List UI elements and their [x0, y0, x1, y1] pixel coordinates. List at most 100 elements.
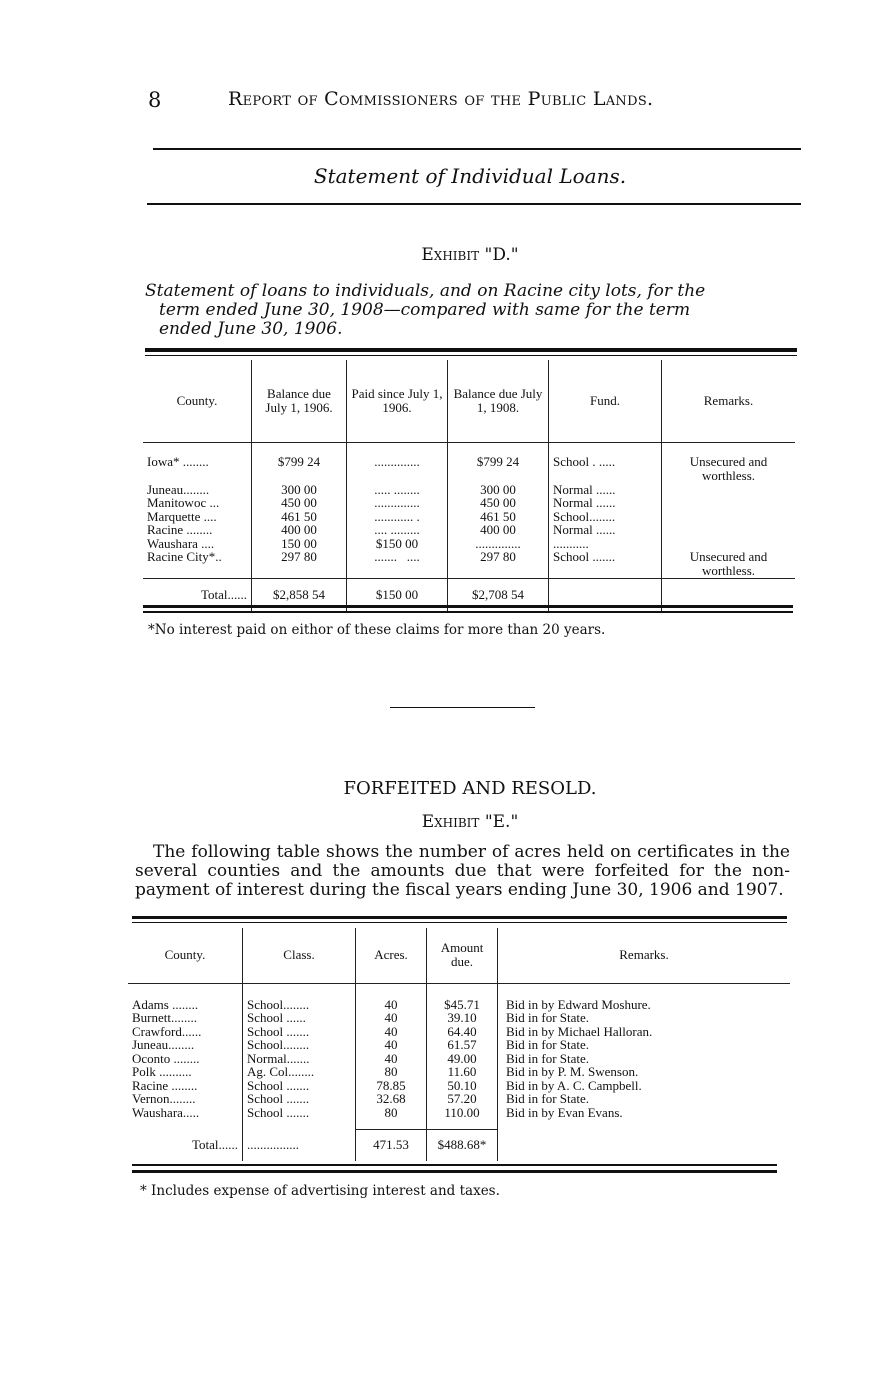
remarks-cell [661, 482, 795, 496]
table-row: Crawford...... School ....... 40 64.40 Bid i… [128, 1024, 790, 1038]
fund-cell: Normal ...... [548, 482, 662, 496]
fund-cell: School ....... [548, 550, 662, 579]
class-cell: School........ [242, 1038, 356, 1052]
total-amount: $488.68* [426, 1128, 498, 1161]
table-row: Polk .......... Ag. Col........ 80 11.60 Bid… [128, 1065, 790, 1079]
balance-1906-cell: 150 00 [251, 536, 347, 550]
remarks-cell: Bid in by Evan Evans. [497, 1105, 790, 1129]
balance-1908-cell: 297 80 [447, 550, 549, 579]
amount-cell: 11.60 [426, 1065, 498, 1079]
remarks-cell: Unsecured and worthless. [661, 442, 795, 483]
acres-cell: 40 [355, 1051, 427, 1065]
county-cell: Burnett........ [132, 1010, 197, 1025]
fund-cell: School . ..... [548, 442, 662, 483]
class-cell: School ....... [242, 1092, 356, 1106]
table-row: Juneau........ School........ 40 61.57 Bid i… [128, 1038, 790, 1052]
col-acres: Acres. [355, 928, 427, 984]
table-row: Racine City*.. 297 80....... .... 297 80 Sc… [143, 550, 795, 579]
remarks-cell [661, 496, 795, 510]
table-row: Waushara..... School ....... 80 110.00 Bid i… [128, 1104, 790, 1129]
acres-cell: 40 [355, 983, 427, 1011]
col-balance-1908: Balance due July 1, 1908. [447, 360, 549, 443]
col-county: County. [128, 928, 243, 984]
exhibit-d-intro: Statement of loans to individuals, and o… [145, 282, 797, 339]
exhibit-e-footnote: * Includes expense of advertising intere… [140, 1183, 500, 1199]
table-row: Manitowoc ... 450 00.............. 450 00 N… [143, 496, 795, 510]
class-cell: School ....... [242, 1105, 356, 1129]
class-cell: School ....... [242, 1024, 356, 1038]
exhibit-d-footnote: *No interest paid on eithor of these cla… [148, 622, 606, 638]
remarks-cell [661, 523, 795, 537]
paid-cell: ............ . [346, 509, 448, 523]
col-balance-1906: Balance due July 1, 1906. [251, 360, 347, 443]
remarks-cell: Unsecured and worthless. [661, 550, 795, 579]
paid-cell: .............. [346, 442, 448, 483]
section-title: Statement of Individual Loans. [313, 164, 627, 188]
remarks-cell: Bid in for State. [497, 1038, 790, 1052]
amount-cell: 50.10 [426, 1078, 498, 1092]
class-cell: Ag. Col........ [242, 1065, 356, 1079]
total-label: Total...... [191, 1137, 238, 1152]
acres-cell: 40 [355, 1011, 427, 1025]
amount-cell: 110.00 [426, 1105, 498, 1129]
balance-1908-cell: $799 24 [447, 442, 549, 483]
county-cell: Manitowoc ... [147, 495, 220, 510]
remarks-cell: Bid in for State. [497, 1011, 790, 1025]
table-row: Oconto ........ Normal....... 40 49.00 Bid i… [128, 1050, 790, 1066]
balance-1906-cell: 450 00 [251, 496, 347, 510]
total-class: ................ [242, 1129, 356, 1161]
class-cell: Normal....... [242, 1051, 356, 1065]
remarks-cell [661, 509, 795, 523]
table-row: Vernon........ School ....... 32.68 57.20 Bi… [128, 1092, 790, 1106]
fund-cell: School........ [548, 509, 662, 523]
intro-line: ended June 30, 1906. [159, 319, 343, 339]
paid-cell: ..... ........ [346, 482, 448, 496]
acres-cell: 40 [355, 1038, 427, 1052]
county-cell: Iowa* ........ [147, 453, 209, 469]
fund-cell: Normal ...... [548, 496, 662, 510]
county-cell: Racine ........ [147, 522, 213, 537]
county-cell: Racine ........ [132, 1077, 198, 1093]
balance-1908-cell: 300 00 [447, 482, 549, 496]
table-row: Racine ........ School ....... 78.85 50.10 B… [128, 1077, 790, 1093]
col-fund: Fund. [548, 360, 662, 443]
county-cell: Juneau........ [147, 481, 210, 497]
remarks-cell: Bid in by P. M. Swenson. [497, 1065, 790, 1079]
amount-cell: 39.10 [426, 1011, 498, 1025]
amount-cell: 57.20 [426, 1092, 498, 1106]
remarks-cell: Bid in for State. [497, 1051, 790, 1065]
remarks-cell [661, 536, 795, 550]
divider [390, 707, 535, 708]
col-remarks: Remarks. [497, 928, 790, 984]
balance-1906-cell: $799 24 [251, 442, 347, 483]
table-row: Waushara .... 150 00 $150 00..............… [143, 535, 795, 551]
table-row: Iowa* ........ $799 24.............. $799 … [143, 442, 795, 483]
paid-cell: .... ......... [346, 523, 448, 537]
table-row: Burnett........ School ...... 40 39.10 Bid i… [128, 1011, 790, 1025]
paid-cell: .............. [346, 496, 448, 510]
remarks-cell: Bid in for State. [497, 1092, 790, 1106]
balance-1906-cell: 300 00 [251, 482, 347, 496]
table-row: Marquette .... 461 50............ . 461 50… [143, 509, 795, 523]
county-cell: Waushara..... [132, 1104, 200, 1120]
col-amount: Amount due. [426, 928, 498, 984]
loans-table: County. Balance due July 1, 1906. Paid s… [143, 360, 795, 611]
acres-cell: 80 [355, 1065, 427, 1079]
amount-cell: 64.40 [426, 1024, 498, 1038]
intro-line: term ended June 30, 1908—compared with s… [159, 300, 691, 320]
county-cell: Oconto ........ [132, 1050, 200, 1066]
divider [153, 148, 801, 150]
class-cell: School ....... [242, 1078, 356, 1092]
acres-cell: 78.85 [355, 1078, 427, 1092]
paid-cell: $150 00 [346, 536, 448, 550]
balance-1906-cell: 400 00 [251, 523, 347, 537]
acres-cell: 32.68 [355, 1092, 427, 1106]
col-remarks: Remarks. [661, 360, 795, 443]
col-class: Class. [242, 928, 356, 984]
county-cell: Waushara .... [147, 535, 215, 551]
intro-line: Statement of loans to individuals, and o… [145, 281, 706, 301]
table-row: Juneau........ 300 00..... ........ 300 00… [143, 481, 795, 497]
acres-cell: 80 [355, 1105, 427, 1129]
amount-cell: $45.71 [426, 983, 498, 1011]
running-title: Report of Commissioners of the Public La… [228, 88, 654, 110]
